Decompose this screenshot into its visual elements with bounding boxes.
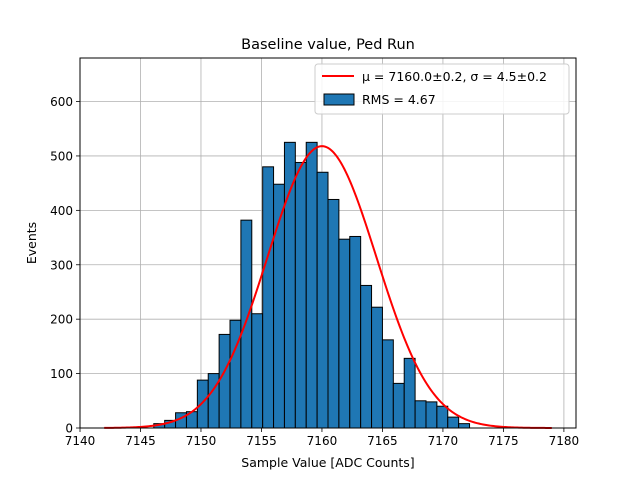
histogram-bar [327,198,340,429]
histogram-bar [360,284,373,429]
x-tick-label: 7170 [428,434,459,448]
histogram-bar [240,219,253,429]
y-axis-label: Events [24,222,39,264]
histogram-bar [294,161,307,429]
y-tick-label: 100 [50,367,73,381]
histogram-bar [403,357,416,429]
x-tick-label: 7165 [367,434,398,448]
histogram-bar [458,423,471,429]
x-tick-label: 7160 [307,434,338,448]
histogram-bar [371,306,383,429]
histogram-bar [218,333,231,429]
legend: μ = 7160.0±0.2, σ = 4.5±0.2 RMS = 4.67 [314,63,570,115]
legend-histogram-swatch [323,93,355,106]
legend-fit-label: μ = 7160.0±0.2, σ = 4.5±0.2 [362,69,547,84]
y-tick-label: 600 [50,95,73,109]
x-tick-label: 7145 [125,434,156,448]
y-tick-label: 500 [50,149,73,163]
y-tick-label: 300 [50,258,73,272]
y-tick-label: 0 [65,422,73,436]
histogram-bar [305,141,318,429]
x-tick-label: 7155 [246,434,277,448]
histogram-bar [392,382,405,429]
x-tick-label: 7150 [186,434,217,448]
histogram-bar [262,166,275,429]
histogram-bar [283,141,296,429]
histogram-bar [349,235,362,429]
histogram-bar [316,171,329,429]
legend-box [314,63,570,115]
y-tick-label: 400 [50,204,73,218]
y-tick-label: 200 [50,313,73,327]
histogram-bar [196,379,209,429]
chart-title: Baseline value, Ped Run [241,37,415,53]
x-tick-label: 7175 [488,434,519,448]
gaussian-fit [104,145,552,429]
axis-ticks: 7140 7145 7150 7155 7160 7165 7170 7175 7180 0 100… [50,95,579,448]
x-axis-label: Sample Value [ADC Counts] [241,455,414,470]
fit-curve [104,145,552,429]
histogram-bar [338,238,351,429]
histogram-bar [381,339,394,429]
histogram-bar [414,400,427,429]
x-tick-label: 7140 [65,434,96,448]
histogram-bar [251,313,264,429]
x-tick-label: 7180 [549,434,580,448]
histogram-bar [436,405,449,429]
histogram-bar [425,401,438,429]
legend-histogram-label: RMS = 4.67 [362,92,436,107]
histogram-bar [447,416,460,429]
plot-frame [79,57,577,429]
